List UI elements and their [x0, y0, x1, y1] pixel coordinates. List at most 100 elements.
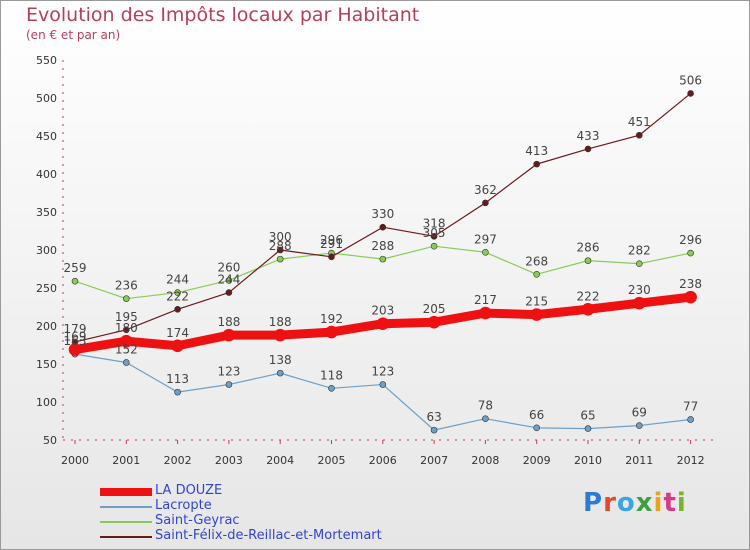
- legend-label: LA DOUZE: [155, 483, 223, 498]
- data-point: [635, 422, 643, 429]
- data-point: [684, 290, 697, 304]
- data-point: [632, 296, 646, 310]
- chart-subtitle: (en € et par an): [26, 28, 121, 42]
- data-point: [276, 246, 284, 254]
- data-point: [687, 416, 694, 423]
- data-label: 69: [632, 406, 647, 420]
- data-label: 169: [64, 330, 87, 344]
- data-point: [379, 255, 387, 263]
- data-point: [222, 328, 236, 342]
- data-point: [430, 426, 438, 434]
- data-point: [325, 325, 338, 339]
- data-label: 174: [166, 326, 189, 340]
- data-point: [479, 306, 492, 320]
- data-point: [276, 369, 284, 377]
- data-label: 118: [320, 368, 343, 382]
- proxiti-logo: Proxiti: [583, 488, 687, 518]
- data-point: [273, 328, 287, 342]
- chart-title: Evolution des Impôts locaux par Habitant: [26, 4, 420, 26]
- legend-swatch: [100, 488, 152, 496]
- x-tick-label: 2001: [112, 454, 140, 467]
- data-label: 77: [683, 399, 698, 413]
- x-tick-label: 2012: [677, 454, 705, 467]
- data-label: 330: [371, 207, 394, 221]
- data-label: 222: [166, 289, 189, 303]
- legend-item: Saint-Félix-de-Reillac-et-Mortemart: [100, 528, 420, 544]
- data-label: 163: [64, 334, 87, 348]
- data-label: 297: [474, 232, 497, 246]
- data-label: 78: [478, 399, 493, 413]
- data-label: 222: [577, 289, 600, 303]
- x-tick-label: 2011: [625, 454, 653, 467]
- data-label: 291: [320, 237, 343, 251]
- data-point: [533, 160, 541, 168]
- data-label: 244: [217, 273, 240, 287]
- data-label: 195: [115, 310, 138, 324]
- data-point: [635, 260, 643, 267]
- data-label: 179: [64, 322, 87, 336]
- data-label: 113: [166, 372, 189, 386]
- legend-swatch: [100, 521, 152, 523]
- data-point: [174, 289, 181, 296]
- legend-swatch: [100, 506, 152, 508]
- data-label: 296: [320, 233, 343, 247]
- data-label: 288: [371, 239, 394, 253]
- x-tick-label: 2005: [318, 454, 346, 467]
- data-point: [430, 242, 438, 250]
- data-point: [68, 343, 82, 356]
- y-tick-label: 300: [36, 244, 57, 257]
- data-point: [174, 305, 181, 313]
- data-point: [123, 295, 130, 302]
- data-label: 123: [371, 365, 394, 379]
- x-tick-label: 2004: [266, 454, 294, 467]
- data-label: 238: [679, 277, 702, 291]
- data-point: [482, 199, 489, 207]
- data-point: [225, 381, 233, 388]
- data-label: 236: [115, 279, 138, 293]
- data-point: [584, 425, 592, 432]
- data-point: [430, 233, 438, 240]
- x-tick-label: 2002: [164, 454, 192, 467]
- data-point: [635, 131, 643, 139]
- data-label: 188: [217, 315, 240, 329]
- data-label: 123: [217, 365, 240, 379]
- data-label: 66: [529, 408, 544, 422]
- data-point: [225, 289, 233, 296]
- data-label: 433: [577, 129, 600, 143]
- legend-label: Saint-Félix-de-Reillac-et-Mortemart: [155, 528, 382, 543]
- y-tick-label: 350: [36, 206, 57, 219]
- data-point: [174, 388, 181, 396]
- data-label: 506: [679, 73, 702, 87]
- legend-item: Lacropte: [100, 498, 420, 514]
- data-label: 413: [525, 144, 548, 158]
- data-point: [276, 255, 284, 263]
- data-point: [120, 334, 133, 348]
- data-label: 205: [423, 302, 446, 316]
- data-label: 138: [269, 353, 292, 367]
- legend: LA DOUZE Lacropte Saint-Geyrac Saint-Félix-…: [100, 483, 420, 544]
- data-point: [171, 339, 184, 353]
- data-label: 318: [423, 216, 446, 230]
- data-label: 152: [115, 342, 138, 356]
- data-label: 215: [525, 295, 548, 309]
- x-tick-label: 2010: [574, 454, 602, 467]
- data-point: [123, 326, 130, 334]
- data-point: [225, 277, 233, 284]
- y-tick-label: 100: [36, 396, 57, 409]
- y-tick-label: 150: [36, 358, 57, 371]
- x-tick-label: 2009: [523, 454, 551, 467]
- data-label: 65: [580, 409, 595, 423]
- data-label: 286: [577, 241, 600, 255]
- legend-item: LA DOUZE: [100, 483, 420, 499]
- data-label: 260: [217, 260, 240, 274]
- data-point: [533, 271, 541, 278]
- data-label: 188: [269, 315, 292, 329]
- data-point: [123, 359, 130, 366]
- x-tick-label: 2008: [471, 454, 499, 467]
- data-point: [687, 249, 694, 257]
- data-label: 259: [64, 261, 87, 275]
- y-tick-label: 50: [43, 434, 57, 447]
- y-tick-label: 500: [36, 92, 57, 105]
- data-label: 305: [423, 226, 446, 240]
